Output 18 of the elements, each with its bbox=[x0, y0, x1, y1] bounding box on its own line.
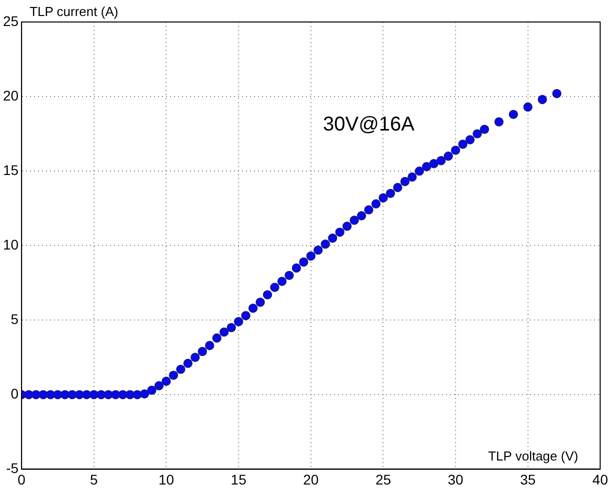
x-tick-label: 10 bbox=[158, 471, 174, 488]
y-tick-label: 0 bbox=[10, 386, 19, 402]
x-tick-label: 30 bbox=[448, 471, 464, 488]
x-tick-label: 35 bbox=[520, 471, 536, 488]
y-tick-label: 10 bbox=[2, 236, 19, 252]
y-tick-label: 5 bbox=[10, 310, 19, 327]
x-axis-title: TLP voltage (V) bbox=[488, 448, 578, 464]
annotation: 30V@16A bbox=[323, 113, 416, 136]
x-tick-label: 20 bbox=[303, 471, 319, 488]
y-tick-label: 25 bbox=[2, 12, 19, 29]
y-tick-label: -5 bbox=[6, 460, 19, 476]
y-axis-title: TLP current (A) bbox=[30, 4, 118, 20]
y-tick-label: 15 bbox=[2, 162, 19, 178]
y-tick-label: 20 bbox=[2, 87, 19, 104]
x-tick-label: 5 bbox=[90, 471, 98, 488]
x-tick-label: 40 bbox=[592, 471, 608, 488]
x-tick-label: 15 bbox=[230, 471, 247, 488]
x-tick-label: 25 bbox=[375, 471, 392, 488]
